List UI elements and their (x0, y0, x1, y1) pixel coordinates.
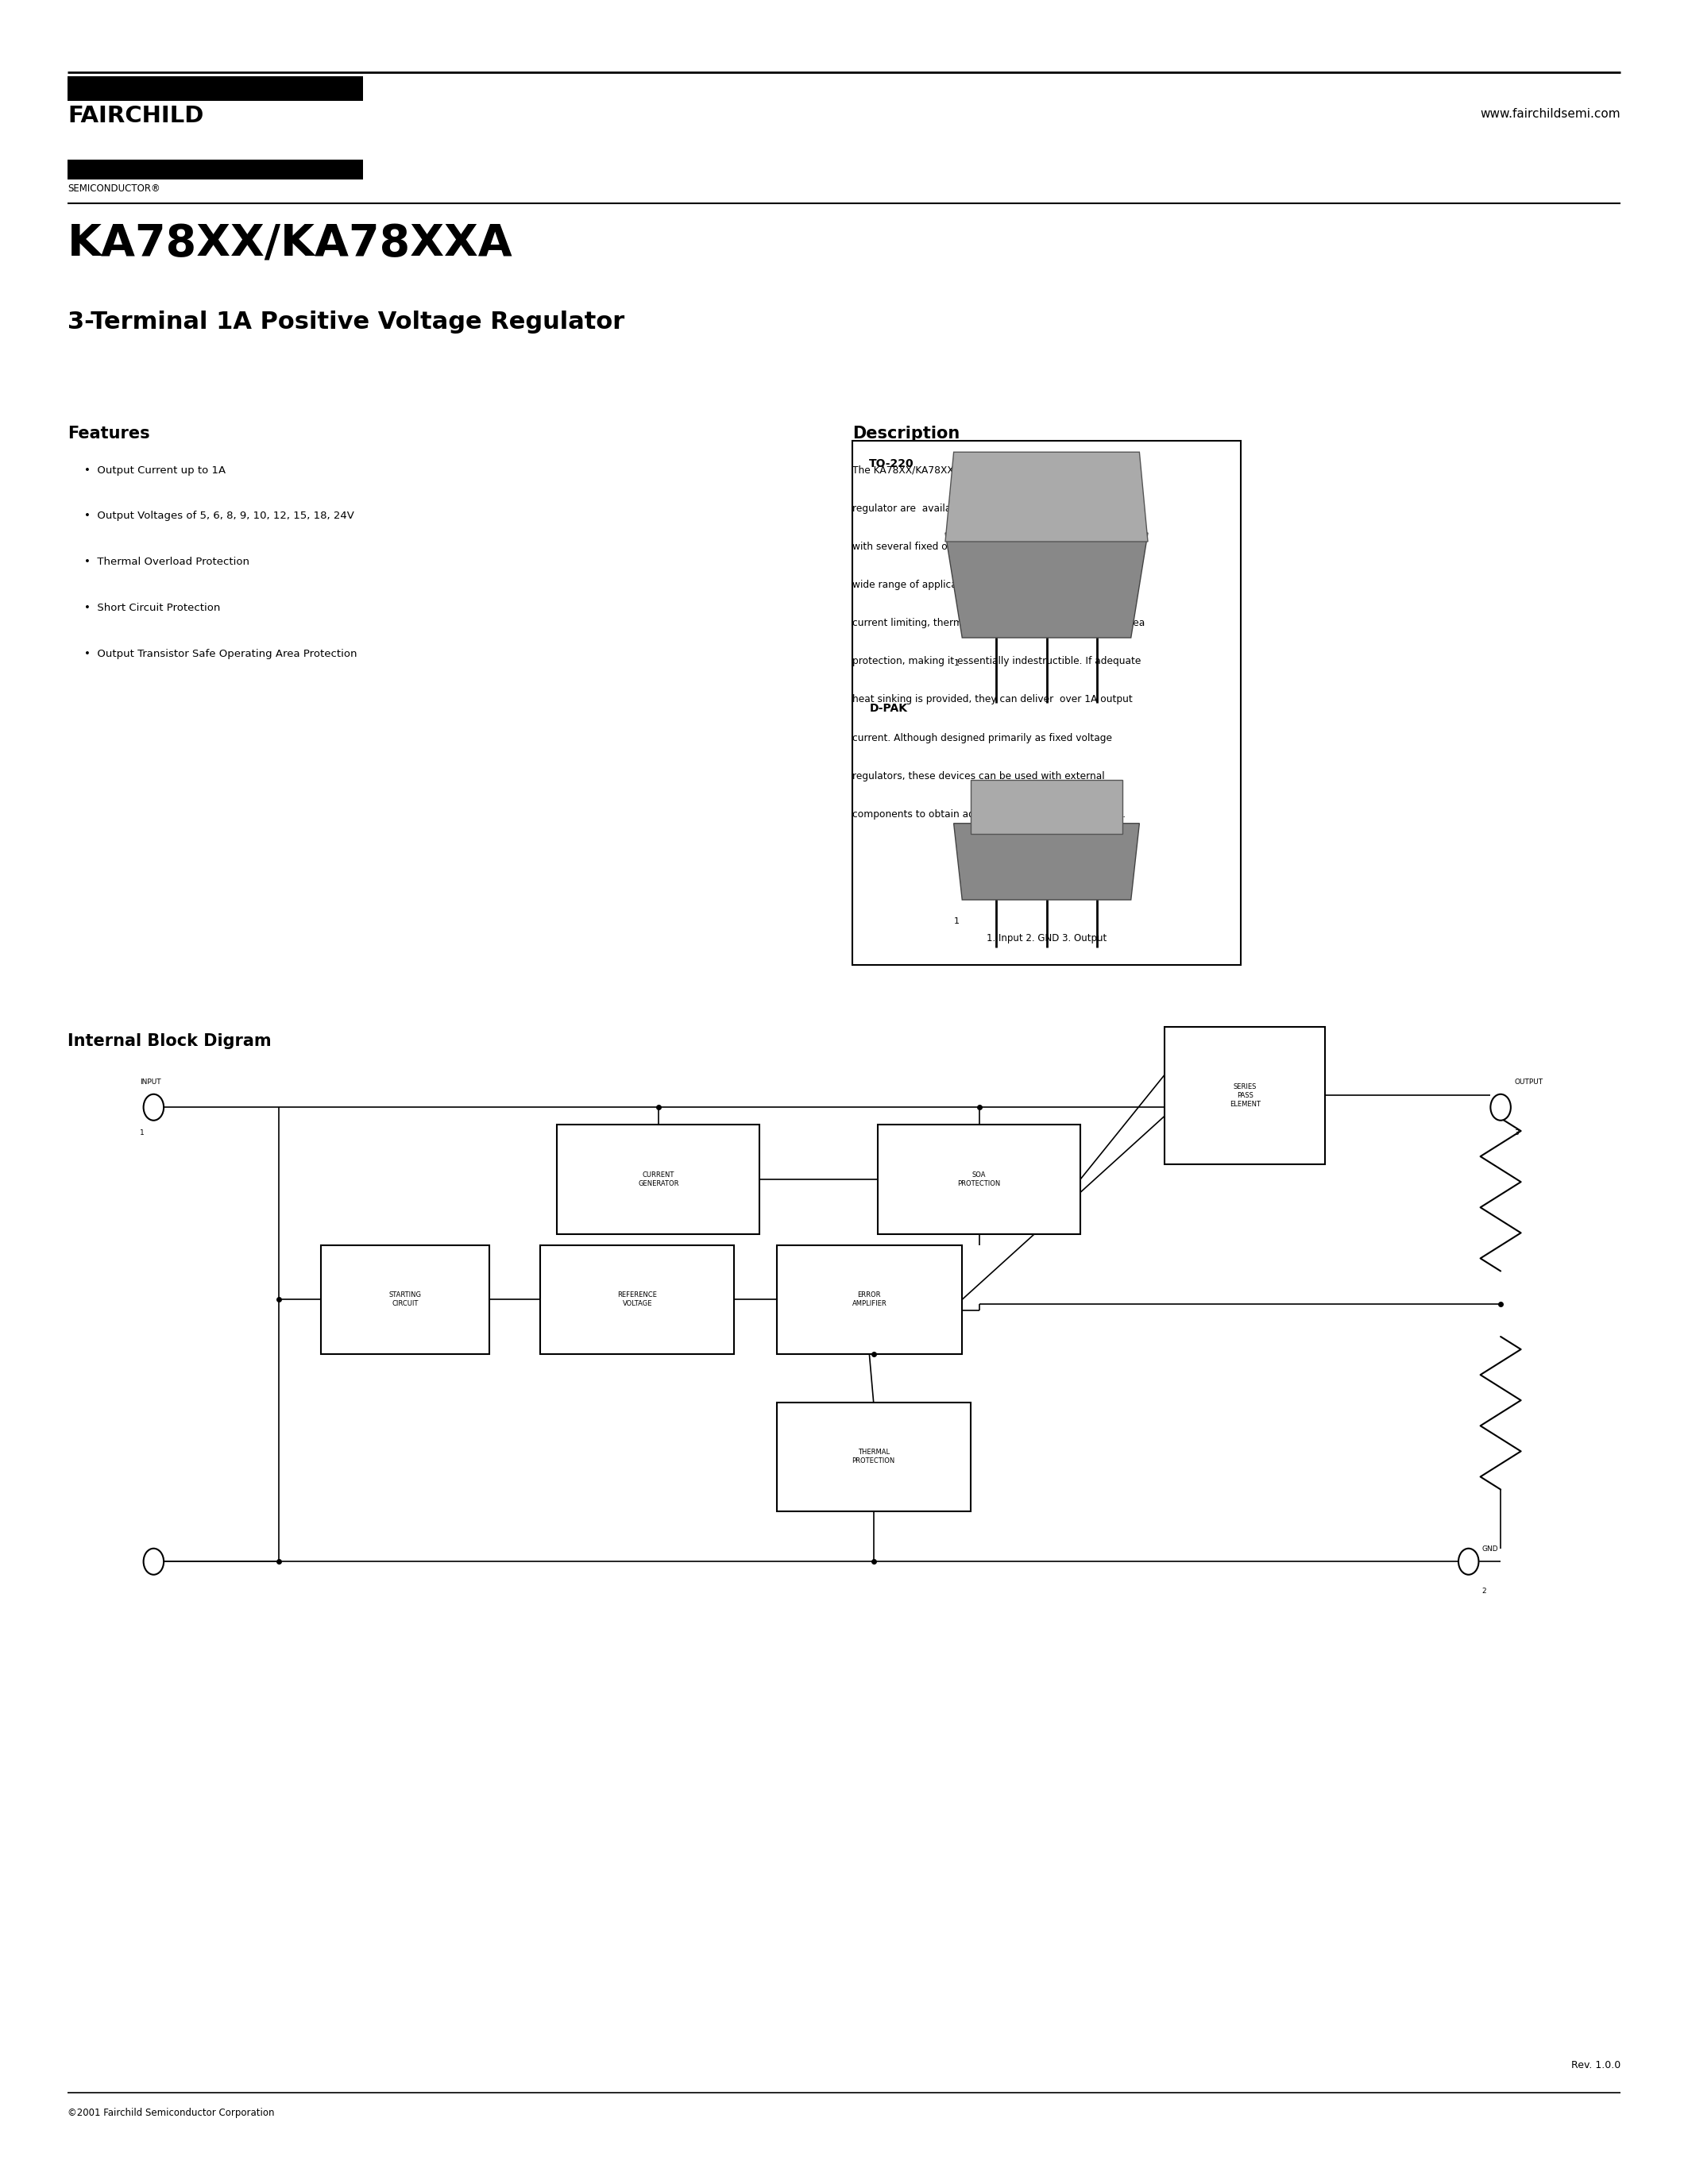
Bar (321, 1245, 490, 1354)
Bar (68, 159, 363, 179)
Text: KA78XX/KA78XXA: KA78XX/KA78XXA (68, 223, 513, 266)
Text: components to obtain adjustable voltages and currents.: components to obtain adjustable voltages… (852, 808, 1126, 819)
Circle shape (143, 1094, 164, 1120)
Text: •  Output Voltages of 5, 6, 8, 9, 10, 12, 15, 18, 24V: • Output Voltages of 5, 6, 8, 9, 10, 12,… (84, 511, 354, 522)
Bar (852, 441, 1241, 965)
Text: 2: 2 (1482, 1588, 1487, 1594)
Text: 3: 3 (1514, 1129, 1519, 1136)
Text: The KA78XX/KA78XXA series of three-terminal positive: The KA78XX/KA78XXA series of three-termi… (852, 465, 1119, 476)
Text: INPUT: INPUT (140, 1079, 162, 1085)
Text: SERIES
PASS
ELEMENT: SERIES PASS ELEMENT (1229, 1083, 1261, 1107)
Text: •  Thermal Overload Protection: • Thermal Overload Protection (84, 557, 250, 568)
Text: heat sinking is provided, they can deliver  over 1A output: heat sinking is provided, they can deliv… (852, 695, 1133, 705)
Text: with several fixed output voltages,  making them useful in a: with several fixed output voltages, maki… (852, 542, 1146, 553)
Text: SOA
PROTECTION: SOA PROTECTION (957, 1171, 1001, 1188)
Text: current limiting, thermal shut down and safe operating area: current limiting, thermal shut down and … (852, 618, 1144, 629)
Text: current. Although designed primarily as fixed voltage: current. Although designed primarily as … (852, 732, 1112, 743)
Text: Features: Features (68, 426, 150, 441)
Polygon shape (945, 533, 1148, 638)
Bar (776, 1402, 971, 1511)
Circle shape (1458, 1548, 1479, 1575)
Text: regulators, these devices can be used with external: regulators, these devices can be used wi… (852, 771, 1104, 782)
Text: SEMICONDUCTOR®: SEMICONDUCTOR® (68, 183, 160, 194)
Text: ERROR
AMPLIFIER: ERROR AMPLIFIER (852, 1291, 886, 1308)
Text: www.fairchildsemi.com: www.fairchildsemi.com (1480, 109, 1620, 120)
Text: Internal Block Digram: Internal Block Digram (68, 1033, 272, 1048)
Text: Rev. 1.0.0: Rev. 1.0.0 (1572, 2060, 1620, 2070)
Text: regulator are  available  in the TO-220/D-PAK package and: regulator are available in the TO-220/D-… (852, 505, 1138, 513)
Bar (557, 1125, 760, 1234)
Polygon shape (954, 823, 1139, 900)
Text: FAIRCHILD: FAIRCHILD (68, 105, 204, 127)
Polygon shape (945, 452, 1148, 542)
Text: REFERENCE
VOLTAGE: REFERENCE VOLTAGE (618, 1291, 657, 1308)
Text: CURRENT
GENERATOR: CURRENT GENERATOR (638, 1171, 679, 1188)
Text: STARTING
CIRCUIT: STARTING CIRCUIT (388, 1291, 422, 1308)
Text: protection, making it essentially indestructible. If adequate: protection, making it essentially indest… (852, 655, 1141, 666)
Bar (878, 1125, 1080, 1234)
Text: •  Output Current up to 1A: • Output Current up to 1A (84, 465, 226, 476)
Bar (1165, 1026, 1325, 1164)
Text: •  Output Transistor Safe Operating Area Protection: • Output Transistor Safe Operating Area … (84, 649, 358, 660)
Text: 1. Input 2. GND 3. Output: 1. Input 2. GND 3. Output (986, 933, 1107, 943)
Text: wide range of applications. Each type employs internal: wide range of applications. Each type em… (852, 579, 1121, 590)
Text: TO-220: TO-220 (869, 459, 915, 470)
Text: THERMAL
PROTECTION: THERMAL PROTECTION (852, 1448, 895, 1465)
Text: Description: Description (852, 426, 960, 441)
Text: 1: 1 (140, 1129, 145, 1136)
Circle shape (143, 1548, 164, 1575)
Text: 3-Terminal 1A Positive Voltage Regulator: 3-Terminal 1A Positive Voltage Regulator (68, 310, 625, 334)
Bar (540, 1245, 734, 1354)
Circle shape (1491, 1094, 1511, 1120)
Polygon shape (971, 780, 1123, 834)
Text: 1: 1 (954, 660, 959, 668)
Text: ©2001 Fairchild Semiconductor Corporation: ©2001 Fairchild Semiconductor Corporatio… (68, 2108, 275, 2118)
Text: GND: GND (1482, 1546, 1499, 1553)
Text: •  Short Circuit Protection: • Short Circuit Protection (84, 603, 221, 614)
Text: D-PAK: D-PAK (869, 703, 908, 714)
Text: 1: 1 (954, 917, 959, 926)
Text: OUTPUT: OUTPUT (1514, 1079, 1543, 1085)
Bar (776, 1245, 962, 1354)
Bar (68, 76, 363, 100)
